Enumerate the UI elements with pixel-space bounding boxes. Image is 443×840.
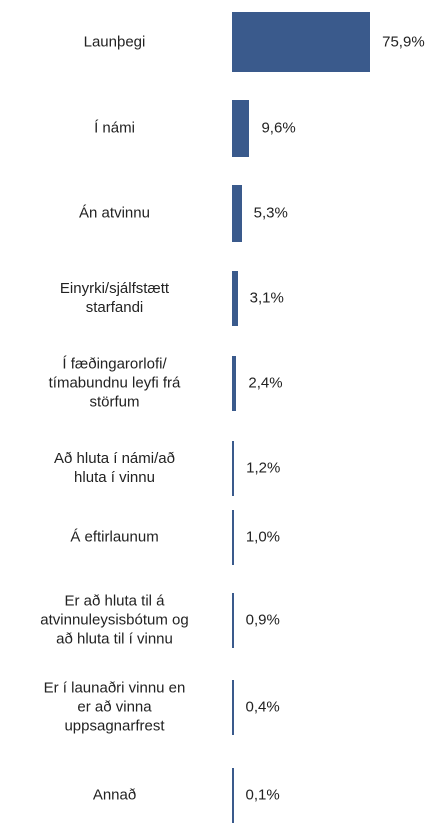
bar [232,12,371,72]
value-label: 75,9% [382,33,425,51]
value-label: 3,1% [249,289,284,307]
category-label: Einyrki/sjálfstætt starfandi [59,280,170,316]
value-label: 9,6% [261,119,296,137]
bar [232,184,242,242]
value-label: 2,4% [248,374,283,392]
bar [232,99,250,157]
category-label: Án atvinnu [79,204,150,222]
bar [232,767,234,823]
value-label: 5,3% [253,204,288,222]
bar [232,270,238,326]
value-label: 0,4% [245,698,280,716]
value-label: 1,2% [246,459,281,477]
bar [232,509,234,565]
category-label: Á eftirlaunum [70,528,159,546]
bar [232,679,234,735]
value-label: 0,9% [245,611,280,629]
value-label: 0,1% [245,786,280,804]
category-label: Launþegi [83,33,146,51]
category-label: Er að hluta til á atvinnuleysisbótum og … [40,592,189,648]
category-label: Er í launaðri vinnu en er að vinna uppsa… [43,679,186,735]
category-label: Annað [92,786,137,804]
bar [232,355,237,411]
bar [232,440,235,496]
bar [232,592,234,648]
value-label: 1,0% [245,528,281,546]
category-label: Að hluta í námi/að hluta í vinnu [54,450,175,486]
category-label: Í námi [94,119,135,137]
category-label: Í fæðingarorlofi/ tímabundnu leyfi frá s… [48,355,181,411]
